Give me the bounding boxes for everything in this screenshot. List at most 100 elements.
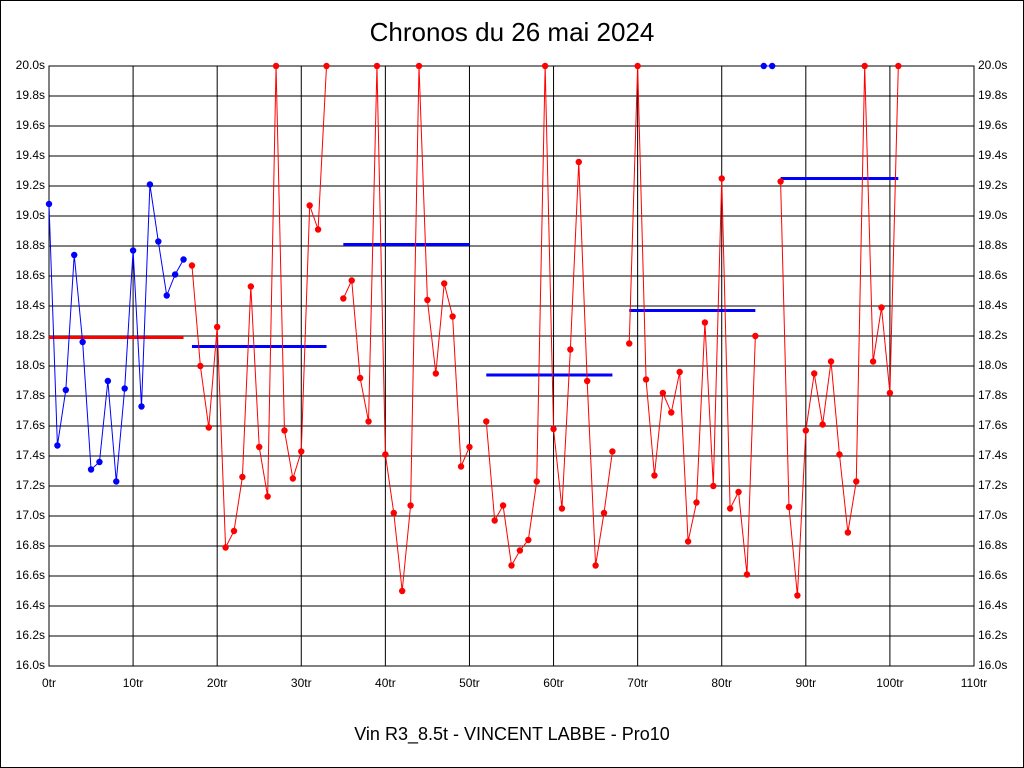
point bbox=[222, 544, 229, 551]
y-tick-label: 17.6s bbox=[16, 418, 45, 432]
y2-tick-label: 17.6s bbox=[978, 418, 1007, 432]
point bbox=[886, 389, 894, 397]
x-tick-label: 20tr bbox=[207, 676, 228, 690]
y-tick-label: 19.0s bbox=[16, 208, 45, 222]
y-tick-label: 17.2s bbox=[16, 478, 45, 492]
y-tick-label: 17.0s bbox=[16, 508, 45, 522]
point bbox=[348, 277, 355, 284]
y2-tick-label: 17.4s bbox=[978, 448, 1007, 462]
point bbox=[197, 362, 204, 370]
y2-tick-label: 16.2s bbox=[978, 628, 1007, 642]
y-tick-label: 18.6s bbox=[16, 268, 45, 282]
y2-tick-label: 17.0s bbox=[978, 508, 1007, 522]
point bbox=[609, 448, 616, 455]
point bbox=[499, 502, 507, 509]
point bbox=[752, 332, 759, 340]
point bbox=[659, 389, 667, 397]
x-tick-label: 80tr bbox=[711, 676, 732, 690]
point bbox=[836, 451, 843, 458]
point bbox=[626, 340, 633, 347]
point bbox=[138, 403, 145, 410]
point bbox=[508, 562, 515, 569]
point bbox=[684, 538, 692, 545]
point bbox=[424, 296, 431, 304]
point bbox=[146, 181, 154, 188]
y-tick-label: 18.8s bbox=[16, 238, 45, 252]
point bbox=[785, 503, 793, 511]
point bbox=[567, 346, 574, 353]
point bbox=[878, 304, 885, 311]
point bbox=[541, 62, 549, 70]
x-tick-label: 40tr bbox=[375, 676, 396, 690]
point bbox=[844, 529, 852, 536]
point bbox=[230, 527, 238, 535]
y2-tick-label: 16.4s bbox=[978, 598, 1007, 612]
x-tick-label: 10tr bbox=[123, 676, 144, 690]
x-axis-label: Vin R3_8.5t - VINCENT LABBE - Pro10 bbox=[354, 724, 669, 745]
y2-tick-label: 18.0s bbox=[978, 358, 1007, 372]
point bbox=[323, 62, 330, 70]
x-tick-label: 70tr bbox=[627, 676, 648, 690]
point bbox=[180, 256, 187, 263]
y-tick-label: 16.0s bbox=[16, 658, 45, 672]
point bbox=[583, 377, 591, 385]
point bbox=[441, 280, 448, 287]
point bbox=[96, 458, 103, 466]
y2-tick-label: 18.2s bbox=[978, 328, 1007, 342]
y-tick-label: 18.4s bbox=[16, 298, 45, 312]
point bbox=[79, 338, 86, 346]
x-tick-label: 50tr bbox=[459, 676, 480, 690]
point bbox=[550, 425, 557, 433]
y-tick-label: 18.0s bbox=[16, 358, 45, 372]
point bbox=[205, 424, 212, 431]
point bbox=[407, 502, 414, 509]
x-tick-label: 30tr bbox=[291, 676, 312, 690]
point bbox=[861, 62, 868, 70]
y2-tick-label: 17.8s bbox=[978, 388, 1007, 402]
point bbox=[533, 478, 540, 485]
point bbox=[272, 62, 280, 70]
point bbox=[256, 443, 263, 451]
point bbox=[811, 370, 818, 377]
y-tick-label: 19.6s bbox=[16, 118, 45, 132]
y-tick-label: 19.4s bbox=[16, 148, 45, 162]
point bbox=[314, 226, 322, 233]
point bbox=[693, 499, 700, 506]
point bbox=[373, 62, 381, 70]
point bbox=[213, 323, 221, 331]
point bbox=[491, 517, 498, 524]
point bbox=[718, 175, 725, 182]
point bbox=[239, 473, 246, 481]
point bbox=[163, 292, 170, 299]
y-tick-label: 19.2s bbox=[16, 178, 45, 192]
point bbox=[54, 442, 61, 449]
point bbox=[676, 368, 683, 376]
point bbox=[466, 443, 473, 451]
point bbox=[726, 505, 734, 512]
point bbox=[71, 251, 78, 259]
point bbox=[634, 62, 641, 70]
point bbox=[306, 202, 313, 209]
point bbox=[432, 370, 440, 377]
point bbox=[298, 448, 305, 455]
y-tick-label: 16.8s bbox=[16, 538, 45, 552]
point bbox=[735, 488, 742, 496]
point bbox=[701, 319, 709, 326]
y-tick-label: 18.2s bbox=[16, 328, 45, 342]
point bbox=[895, 62, 902, 70]
y2-tick-label: 18.6s bbox=[978, 268, 1007, 282]
point bbox=[62, 386, 70, 394]
y2-tick-label: 19.2s bbox=[978, 178, 1007, 192]
point bbox=[668, 409, 675, 416]
point bbox=[743, 571, 751, 578]
point bbox=[869, 358, 877, 365]
y2-tick-label: 20.0s bbox=[978, 58, 1007, 72]
point bbox=[281, 427, 288, 434]
y2-tick-label: 16.8s bbox=[978, 538, 1007, 552]
point bbox=[113, 478, 120, 485]
point bbox=[188, 262, 196, 269]
y-tick-label: 16.2s bbox=[16, 628, 45, 642]
point bbox=[171, 271, 179, 278]
chart-title: Chronos du 26 mai 2024 bbox=[370, 17, 655, 47]
x-tick-label: 100tr bbox=[876, 676, 903, 690]
